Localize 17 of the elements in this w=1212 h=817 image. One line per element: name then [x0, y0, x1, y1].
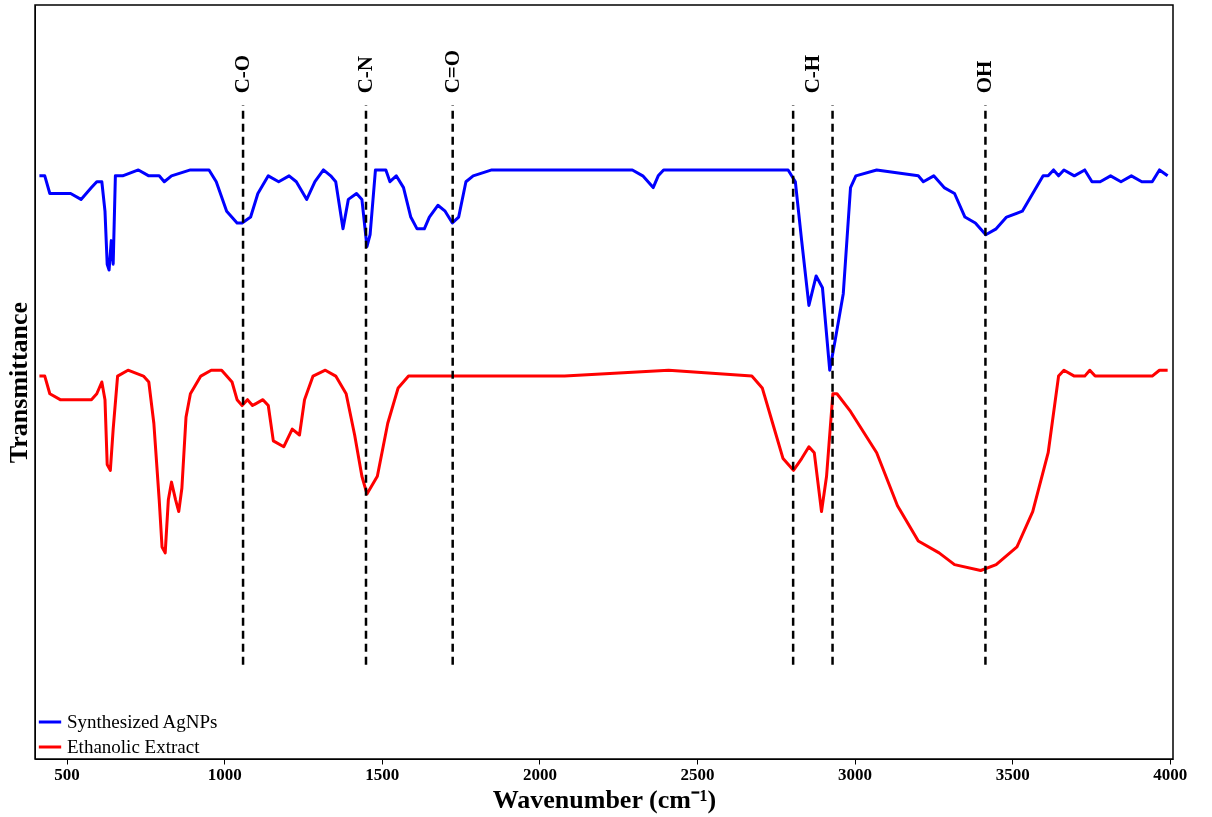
- y-axis-title: Transmittance: [3, 301, 33, 464]
- x-tick-label: 1500: [365, 764, 400, 784]
- x-tick-label: 2000: [522, 764, 557, 784]
- x-tick-label: 3500: [995, 764, 1030, 784]
- x-axis-title: Wavenumber (cm⁻¹): [492, 784, 717, 814]
- ref-line-label: C=O: [439, 49, 464, 94]
- x-tick-label: 4000: [1153, 764, 1188, 784]
- x-tick-label: 3000: [838, 764, 873, 784]
- legend-label: Ethanolic Extract: [67, 736, 201, 757]
- legend-label: Synthesized AgNPs: [67, 711, 218, 732]
- x-tick-label: 500: [54, 764, 80, 784]
- text: C-H: [799, 54, 824, 94]
- ref-line-label: C-N: [353, 56, 377, 94]
- ref-line-label: C-O: [230, 54, 255, 94]
- x-tick-label: 1000: [207, 764, 242, 784]
- ref-line-label: OH: [972, 60, 997, 94]
- x-tick-label: 2500: [680, 764, 715, 784]
